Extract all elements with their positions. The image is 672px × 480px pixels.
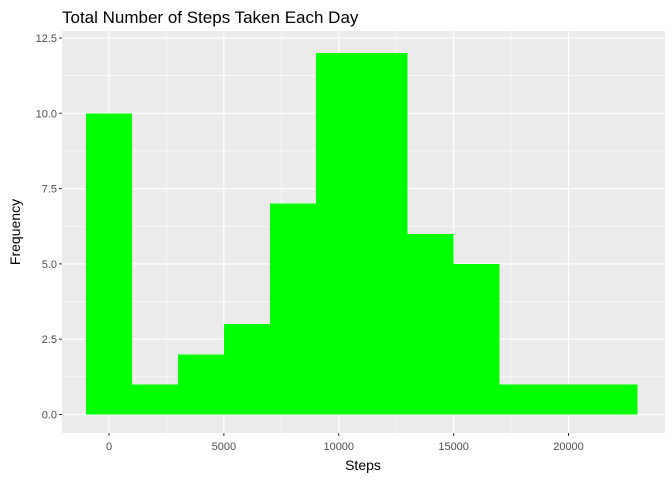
- x-tick-label: 0: [106, 441, 112, 453]
- histogram-bar: [269, 203, 316, 415]
- histogram-bar: [223, 324, 270, 415]
- histogram-bar: [591, 384, 638, 415]
- y-tick-label: 7.5: [42, 184, 57, 196]
- histogram-bar: [407, 233, 454, 415]
- histogram-bar: [499, 384, 546, 415]
- y-tick-label: 10.0: [36, 108, 57, 120]
- histogram-bar: [131, 384, 178, 415]
- histogram-bars: [86, 53, 638, 415]
- histogram-bar: [453, 263, 500, 415]
- y-axis-ticks: 0.0 2.5 5.0 7.5 10.0 12.5: [36, 33, 62, 422]
- x-tick-label: 15000: [438, 441, 469, 453]
- histogram-bar: [86, 113, 132, 415]
- x-axis-title: Steps: [345, 457, 381, 473]
- histogram-bar: [545, 384, 592, 415]
- y-tick-label: 5.0: [42, 259, 57, 271]
- x-tick-label: 5000: [212, 441, 236, 453]
- y-tick-label: 2.5: [42, 334, 57, 346]
- x-tick-label: 20000: [553, 441, 584, 453]
- x-axis-ticks: 0 5000 10000 15000 20000: [106, 433, 584, 453]
- histogram-bar: [361, 53, 408, 415]
- histogram-bar: [177, 354, 224, 415]
- y-tick-label: 12.5: [36, 33, 57, 45]
- y-axis-title: Frequency: [7, 199, 23, 265]
- y-tick-label: 0.0: [42, 410, 57, 422]
- chart-title: Total Number of Steps Taken Each Day: [62, 8, 359, 27]
- x-tick-label: 10000: [323, 441, 354, 453]
- histogram-bar: [315, 53, 362, 415]
